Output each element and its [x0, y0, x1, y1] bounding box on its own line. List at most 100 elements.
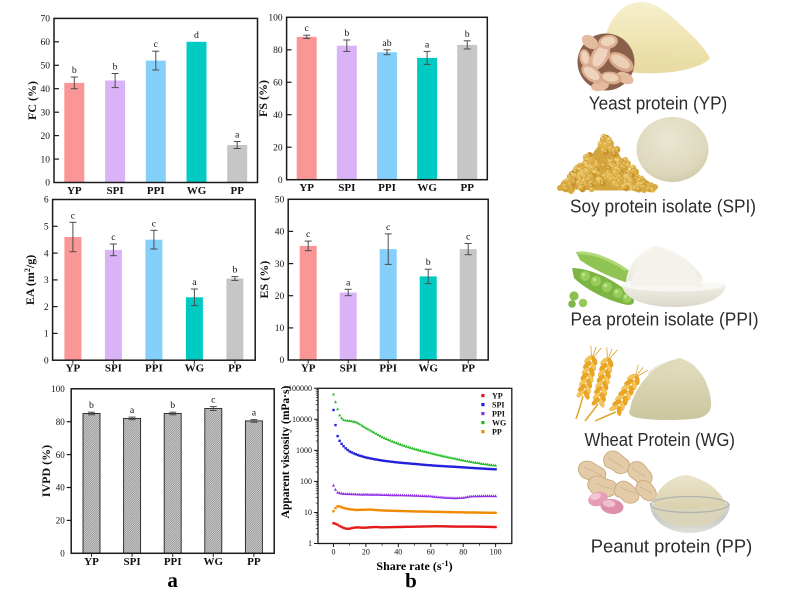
svg-text:1000: 1000	[296, 446, 312, 455]
svg-text:PP: PP	[247, 556, 261, 568]
svg-text:100: 100	[268, 14, 283, 24]
svg-text:100000: 100000	[288, 384, 312, 393]
svg-text:c: c	[111, 232, 116, 243]
svg-text:b: b	[426, 257, 431, 268]
svg-text:WG: WG	[492, 418, 506, 427]
svg-text:c: c	[305, 23, 310, 34]
svg-text:PP: PP	[230, 185, 244, 197]
svg-text:10: 10	[41, 155, 51, 165]
svg-text:b: b	[89, 400, 94, 411]
svg-text:a: a	[192, 277, 197, 288]
svg-text:3: 3	[44, 276, 49, 286]
svg-text:80: 80	[459, 548, 467, 557]
svg-text:PP: PP	[492, 427, 502, 436]
svg-text:80: 80	[273, 46, 283, 56]
svg-text:4: 4	[44, 249, 49, 259]
svg-text:40: 40	[41, 85, 51, 95]
svg-text:SPI: SPI	[105, 363, 122, 375]
svg-text:PP: PP	[228, 363, 242, 375]
svg-text:a: a	[425, 39, 430, 50]
svg-text:FS (%): FS (%)	[256, 80, 270, 117]
svg-text:YP: YP	[299, 182, 314, 194]
svg-text:Soy protein isolate (SPI): Soy protein isolate (SPI)	[570, 196, 756, 217]
svg-text:b: b	[465, 29, 470, 40]
svg-text:10: 10	[275, 324, 285, 334]
svg-text:10000: 10000	[292, 415, 312, 424]
svg-text:WG: WG	[417, 182, 437, 194]
svg-text:a: a	[235, 130, 240, 141]
svg-text:PPI: PPI	[147, 185, 165, 197]
svg-text:50: 50	[41, 62, 51, 72]
svg-text:0: 0	[60, 549, 65, 559]
svg-text:c: c	[211, 395, 216, 406]
svg-text:60: 60	[56, 450, 66, 460]
svg-text:PPI: PPI	[492, 409, 505, 418]
svg-text:SPI: SPI	[340, 363, 357, 375]
svg-text:PPI: PPI	[145, 363, 163, 375]
svg-text:EA (m2/g): EA (m2/g)	[23, 255, 37, 305]
svg-text:YP: YP	[67, 185, 82, 197]
svg-text:30: 30	[41, 108, 51, 118]
svg-text:b: b	[405, 569, 417, 593]
svg-text:b: b	[72, 65, 77, 76]
svg-text:6: 6	[44, 196, 49, 206]
svg-text:IVPD (%): IVPD (%)	[39, 445, 53, 497]
svg-text:WG: WG	[204, 556, 224, 568]
svg-text:Share rate (s-1): Share rate (s-1)	[376, 558, 452, 573]
svg-text:c: c	[71, 210, 76, 221]
svg-text:b: b	[170, 400, 175, 411]
svg-text:30: 30	[275, 260, 285, 270]
svg-text:a: a	[130, 405, 135, 416]
svg-text:b: b	[232, 265, 237, 276]
svg-text:60: 60	[41, 38, 51, 48]
svg-text:YP: YP	[66, 363, 81, 375]
svg-text:d: d	[194, 30, 199, 41]
svg-text:YP: YP	[84, 556, 99, 568]
svg-text:c: c	[152, 218, 157, 229]
svg-text:40: 40	[275, 228, 285, 238]
svg-text:20: 20	[362, 548, 370, 557]
svg-text:WG: WG	[185, 363, 205, 375]
svg-text:Apparent viscosity (mPa·s): Apparent viscosity (mPa·s)	[280, 385, 292, 518]
svg-text:c: c	[466, 232, 471, 243]
svg-text:b: b	[344, 28, 349, 39]
svg-text:PPI: PPI	[378, 182, 396, 194]
svg-text:20: 20	[56, 516, 66, 526]
svg-text:100: 100	[51, 384, 65, 394]
svg-text:WG: WG	[418, 363, 438, 375]
svg-text:20: 20	[41, 132, 51, 142]
svg-text:60: 60	[273, 79, 283, 89]
svg-text:40: 40	[394, 548, 402, 557]
svg-text:ab: ab	[382, 38, 391, 49]
svg-text:a: a	[167, 568, 178, 592]
svg-text:0: 0	[332, 548, 336, 557]
svg-text:b: b	[113, 62, 118, 73]
svg-text:PP: PP	[460, 182, 474, 194]
svg-text:80: 80	[56, 417, 66, 427]
svg-text:Pea protein isolate (PPI): Pea protein isolate (PPI)	[571, 309, 759, 330]
svg-text:Yeast protein (YP): Yeast protein (YP)	[589, 92, 728, 113]
svg-text:SPI: SPI	[124, 556, 141, 568]
svg-text:PPI: PPI	[379, 363, 397, 375]
svg-text:20: 20	[275, 292, 285, 302]
svg-text:40: 40	[273, 111, 283, 121]
svg-text:a: a	[346, 277, 351, 288]
svg-text:c: c	[386, 222, 391, 233]
svg-text:SPI: SPI	[338, 182, 355, 194]
svg-text:Peanut protein (PP): Peanut protein (PP)	[591, 536, 753, 557]
svg-text:SPI: SPI	[107, 185, 124, 197]
svg-text:ES (%): ES (%)	[257, 261, 271, 299]
svg-text:10: 10	[304, 508, 312, 517]
svg-text:50: 50	[275, 196, 285, 206]
svg-text:0: 0	[44, 356, 49, 366]
svg-text:0: 0	[279, 356, 284, 366]
svg-text:0: 0	[278, 176, 283, 186]
svg-text:YP: YP	[492, 391, 503, 400]
svg-text:PP: PP	[461, 363, 475, 375]
svg-text:SPI: SPI	[492, 400, 504, 409]
svg-text:5: 5	[44, 223, 49, 233]
svg-text:60: 60	[427, 548, 435, 557]
svg-text:Wheat Protein (WG): Wheat Protein (WG)	[584, 429, 735, 450]
svg-text:70: 70	[41, 15, 51, 25]
svg-text:a: a	[252, 408, 257, 419]
